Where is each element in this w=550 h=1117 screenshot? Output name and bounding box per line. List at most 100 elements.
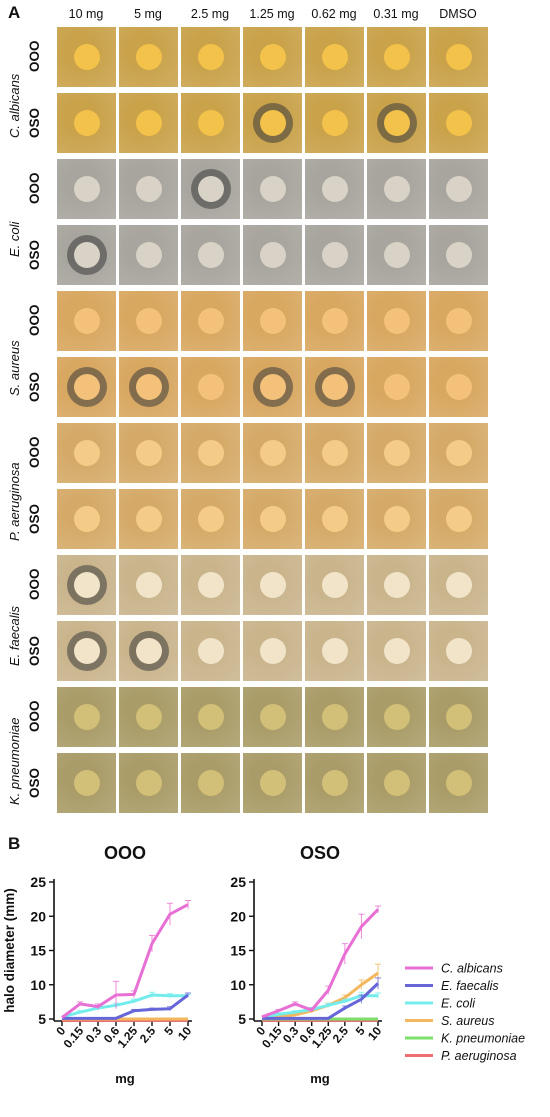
paper-disc bbox=[322, 704, 348, 730]
paper-disc bbox=[260, 704, 286, 730]
paper-disc bbox=[446, 704, 472, 730]
plate-well-photo bbox=[119, 225, 178, 285]
paper-disc bbox=[260, 44, 286, 70]
paper-disc bbox=[198, 308, 224, 334]
paper-disc bbox=[260, 242, 286, 268]
plate-well-photo bbox=[429, 291, 488, 351]
chart-title: OOO bbox=[104, 843, 146, 863]
paper-disc bbox=[446, 440, 472, 466]
plate-well-photo bbox=[119, 687, 178, 747]
species-label: E. faecalis bbox=[7, 606, 22, 667]
plate-well-photo bbox=[181, 357, 240, 417]
plate-well-photo bbox=[119, 555, 178, 615]
plate-well-photo bbox=[367, 423, 426, 483]
paper-disc bbox=[260, 110, 286, 136]
x-tick-label: 10 bbox=[365, 1024, 385, 1043]
paper-disc bbox=[446, 110, 472, 136]
compound-row-label: OOO bbox=[27, 700, 42, 732]
y-tick-label: 20 bbox=[230, 908, 246, 924]
plate-well-photo bbox=[243, 27, 302, 87]
panel-a-label: A bbox=[8, 3, 21, 22]
plate-well-photo bbox=[243, 291, 302, 351]
concentration-header: 0.31 mg bbox=[373, 7, 419, 21]
plate-well-photo bbox=[57, 753, 116, 813]
paper-disc bbox=[74, 242, 100, 268]
paper-disc bbox=[322, 572, 348, 598]
plate-well-photo bbox=[119, 489, 178, 549]
legend-label: E. coli bbox=[441, 997, 476, 1011]
plate-well-photo bbox=[305, 687, 364, 747]
paper-disc bbox=[198, 704, 224, 730]
plate-well-photo bbox=[305, 27, 364, 87]
paper-disc bbox=[136, 770, 162, 796]
plate-well-photo bbox=[305, 753, 364, 813]
plate-well-photo bbox=[181, 423, 240, 483]
plate-well-photo bbox=[119, 27, 178, 87]
paper-disc bbox=[198, 44, 224, 70]
legend-label: P. aeruginosa bbox=[441, 1049, 517, 1063]
plate-well-photo bbox=[119, 93, 178, 153]
plate-well-photo bbox=[57, 291, 116, 351]
paper-disc bbox=[198, 506, 224, 532]
y-tick-label: 15 bbox=[30, 943, 46, 959]
plate-well-photo bbox=[429, 489, 488, 549]
paper-disc bbox=[384, 176, 410, 202]
paper-disc bbox=[136, 242, 162, 268]
paper-disc bbox=[74, 440, 100, 466]
species-label: K. pneumoniae bbox=[7, 717, 22, 806]
plate-well-photo bbox=[243, 225, 302, 285]
species-label: E. coli bbox=[7, 221, 22, 257]
plate-well-photo bbox=[57, 93, 116, 153]
plate-well-photo bbox=[57, 621, 116, 681]
series-line bbox=[61, 903, 189, 1019]
paper-disc bbox=[260, 176, 286, 202]
plate-well-photo bbox=[119, 423, 178, 483]
paper-disc bbox=[136, 440, 162, 466]
y-tick-label: 10 bbox=[30, 977, 46, 993]
compound-row-label: OSO bbox=[27, 371, 42, 402]
concentration-header: DMSO bbox=[439, 7, 477, 21]
compound-row-label: OOO bbox=[27, 40, 42, 72]
plate-well-photo bbox=[429, 555, 488, 615]
paper-disc bbox=[322, 308, 348, 334]
paper-disc bbox=[322, 44, 348, 70]
paper-disc bbox=[74, 506, 100, 532]
paper-disc bbox=[384, 110, 410, 136]
paper-disc bbox=[260, 308, 286, 334]
y-tick-label: 25 bbox=[230, 874, 246, 890]
paper-disc bbox=[198, 176, 224, 202]
compound-row-label: OOO bbox=[27, 436, 42, 468]
paper-disc bbox=[198, 770, 224, 796]
paper-disc bbox=[136, 110, 162, 136]
plate-well-photo bbox=[119, 159, 178, 219]
plate-well-photo bbox=[243, 687, 302, 747]
paper-disc bbox=[322, 440, 348, 466]
paper-disc bbox=[322, 374, 348, 400]
y-tick-label: 5 bbox=[38, 1011, 46, 1027]
plate-well-photo bbox=[243, 489, 302, 549]
concentration-header: 10 mg bbox=[68, 7, 104, 21]
plate-well-photo bbox=[119, 291, 178, 351]
compound-row-label: OOO bbox=[27, 172, 42, 204]
plate-well-photo bbox=[429, 93, 488, 153]
plate-well-photo bbox=[305, 159, 364, 219]
plate-well-photo bbox=[367, 753, 426, 813]
series-line bbox=[61, 993, 188, 1019]
paper-disc bbox=[136, 176, 162, 202]
plate-well-photo bbox=[181, 225, 240, 285]
species-label: C. albicans bbox=[7, 74, 22, 139]
legend-label: E. faecalis bbox=[441, 979, 499, 993]
y-tick-label: 25 bbox=[30, 874, 46, 890]
paper-disc bbox=[322, 506, 348, 532]
paper-disc bbox=[198, 440, 224, 466]
compound-row-label: OOO bbox=[27, 568, 42, 600]
paper-disc bbox=[198, 638, 224, 664]
plate-well-photo bbox=[181, 159, 240, 219]
paper-disc bbox=[322, 242, 348, 268]
y-axis-label: halo diameter (mm) bbox=[2, 888, 17, 1013]
plate-well-photo bbox=[243, 753, 302, 813]
plate-well-photo bbox=[429, 27, 488, 87]
paper-disc bbox=[136, 572, 162, 598]
paper-disc bbox=[322, 638, 348, 664]
